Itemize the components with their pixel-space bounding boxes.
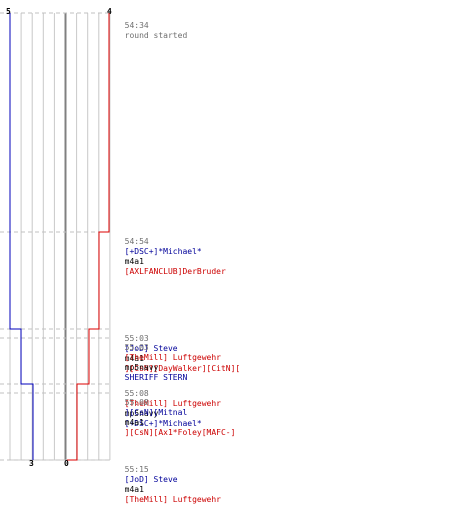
log-time: 55:03 bbox=[124, 334, 149, 343]
event-guide-lines bbox=[0, 12, 112, 461]
log-killer: [TheMill] Luftgewehr bbox=[124, 353, 221, 362]
blue-team-alive-line bbox=[9, 13, 34, 460]
red-start-score: 4 bbox=[107, 7, 112, 16]
log-victim: ][CsN][DayWalker][CitN][ bbox=[124, 364, 241, 373]
red-team-alive-line bbox=[67, 13, 110, 461]
log-time: 55:08 bbox=[124, 389, 149, 398]
log-weapon: mp5navy bbox=[124, 363, 159, 372]
log-row-kill: 54:54 [+DSC+]*Michael* m4a1 [AXLFANCLUB]… bbox=[115, 227, 226, 276]
log-time: 54:54 bbox=[124, 237, 149, 246]
log-killer: ][CsN][Mitnal bbox=[124, 408, 188, 417]
log-killer: [+DSC+]*Michael* bbox=[124, 247, 202, 256]
log-victim: ][CsN][Ax1*Foley[MAFC-] bbox=[124, 428, 236, 437]
log-victim: SHERIFF STERN bbox=[124, 373, 188, 382]
log-weapon: m4a1 bbox=[124, 354, 144, 363]
log-weapon: m4a1 bbox=[124, 257, 144, 266]
log-weapon: mp5navy bbox=[124, 409, 159, 418]
blue-end-score: 3 bbox=[29, 459, 34, 468]
log-row-kill: 55:08 [TheMill] Luftgewehr mp5navy [+DSC… bbox=[115, 379, 221, 428]
log-row-kill: 55:03 [TheMill] Luftgewehr mp5navy SHERI… bbox=[115, 333, 221, 382]
log-row-kill: 55:03 [JoD] Steve m4a1 ][CsN][DayWalker]… bbox=[115, 324, 241, 373]
log-time: 54:34 bbox=[124, 21, 149, 30]
log-killer: [TheMill] Luftgewehr bbox=[124, 399, 221, 408]
log-victim: [AXLFANCLUB]DerBruder bbox=[124, 267, 226, 276]
log-time: 55:03 bbox=[124, 343, 149, 352]
red-end-score: 0 bbox=[64, 459, 69, 468]
log-weapon: m4a1 bbox=[124, 485, 144, 494]
log-row-round-start: 54:34 round started bbox=[115, 11, 188, 40]
log-victim: [+DSC+]*Michael* bbox=[124, 419, 202, 428]
log-row-kill: 55:08 ][CsN][Mitnal m4a1 ][CsN][Ax1*Fole… bbox=[115, 388, 236, 437]
log-weapon: m4a1 bbox=[124, 418, 144, 427]
log-time: 55:08 bbox=[124, 398, 149, 407]
log-killer: [JoD] Steve bbox=[124, 475, 178, 484]
log-killer: [JoD] Steve bbox=[124, 344, 178, 353]
log-time: 55:15 bbox=[124, 465, 149, 474]
blue-start-score: 5 bbox=[6, 7, 11, 16]
log-row-kill: 55:15 [JoD] Steve m4a1 [TheMill] Luftgew… bbox=[115, 455, 221, 504]
log-message: round started bbox=[124, 31, 188, 40]
